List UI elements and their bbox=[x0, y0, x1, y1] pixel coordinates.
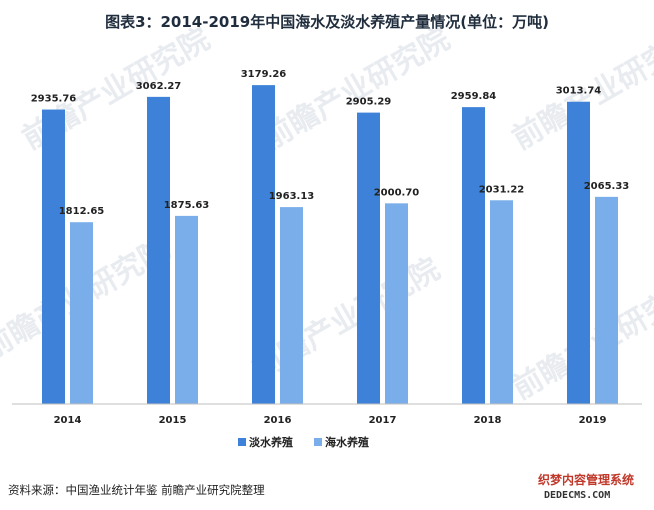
data-label-seawater-2016: 1963.13 bbox=[269, 191, 315, 202]
stamp-line1: 织梦内容管理系统 bbox=[538, 472, 634, 487]
data-label-freshwater-2015: 3062.27 bbox=[136, 81, 182, 92]
bar-freshwater-2016 bbox=[252, 85, 275, 404]
legend-label-seawater: 海水养殖 bbox=[325, 435, 369, 449]
chart-title: 图表3：2014-2019年中国海水及淡水养殖产量情况(单位：万吨) bbox=[105, 13, 549, 31]
watermark: 前瞻产业研究院 bbox=[247, 252, 446, 387]
data-label-seawater-2015: 1875.63 bbox=[164, 200, 210, 211]
stamp-line2: DEDECMS.COM bbox=[544, 490, 610, 501]
legend-swatch-freshwater bbox=[238, 438, 246, 446]
source-note: 资料来源：中国渔业统计年鉴 前瞻产业研究院整理 bbox=[8, 483, 265, 497]
data-label-seawater-2019: 2065.33 bbox=[584, 181, 630, 192]
bar-freshwater-2017 bbox=[357, 112, 380, 404]
legend: 淡水养殖 海水养殖 bbox=[238, 435, 369, 449]
data-label-seawater-2014: 1812.65 bbox=[59, 206, 105, 217]
bar-seawater-2016 bbox=[280, 207, 303, 404]
x-tick-label: 2017 bbox=[369, 415, 397, 426]
watermark: 前瞻产业研究院 bbox=[257, 22, 456, 157]
bar-seawater-2015 bbox=[175, 215, 198, 404]
bar-seawater-2018 bbox=[490, 200, 513, 404]
x-tick-label: 2016 bbox=[264, 415, 292, 426]
bar-freshwater-2019 bbox=[567, 101, 590, 404]
plot-area: 2935.76 1812.65 3062.27 1875.63 3179.26 1963.… bbox=[31, 69, 630, 404]
legend-swatch-seawater bbox=[314, 438, 322, 446]
bar-seawater-2014 bbox=[70, 222, 93, 404]
site-stamp: 织梦内容管理系统 DEDECMS.COM bbox=[538, 472, 634, 501]
x-tick-label: 2019 bbox=[579, 415, 607, 426]
bar-freshwater-2015 bbox=[147, 96, 170, 404]
x-tick-label: 2018 bbox=[474, 415, 502, 426]
data-label-freshwater-2019: 3013.74 bbox=[556, 86, 602, 97]
data-label-freshwater-2014: 2935.76 bbox=[31, 94, 77, 105]
x-tick-label: 2015 bbox=[159, 415, 187, 426]
data-label-freshwater-2017: 2905.29 bbox=[346, 97, 392, 108]
bar-freshwater-2018 bbox=[462, 107, 485, 404]
data-label-freshwater-2018: 2959.84 bbox=[451, 91, 497, 102]
data-label-freshwater-2016: 3179.26 bbox=[241, 69, 287, 80]
data-label-seawater-2017: 2000.70 bbox=[374, 187, 420, 198]
legend-label-freshwater: 淡水养殖 bbox=[249, 435, 293, 449]
bar-seawater-2019 bbox=[595, 196, 618, 404]
bar-seawater-2017 bbox=[385, 203, 408, 404]
data-label-seawater-2018: 2031.22 bbox=[479, 184, 525, 195]
bar-freshwater-2014 bbox=[42, 109, 65, 404]
x-axis-ticks: 2014 2015 2016 2017 2018 2019 bbox=[54, 415, 607, 426]
x-tick-label: 2014 bbox=[54, 415, 82, 426]
